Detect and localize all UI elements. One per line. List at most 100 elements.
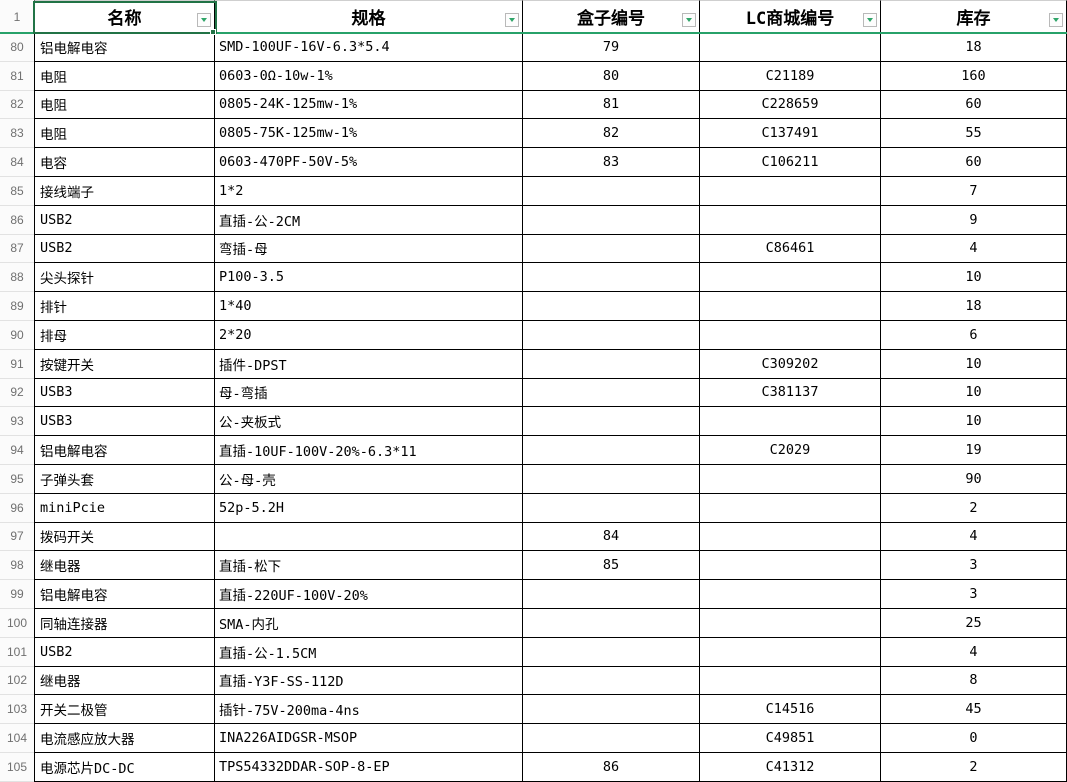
cell-box[interactable]	[523, 493, 700, 523]
row-number[interactable]: 94	[0, 436, 34, 465]
cell-lc[interactable]	[700, 176, 881, 206]
cell-name[interactable]: USB2	[34, 234, 215, 264]
row-number[interactable]: 105	[0, 752, 34, 782]
cell-spec[interactable]: 直插-公-1.5CM	[215, 637, 523, 667]
cell-stock[interactable]: 9	[881, 205, 1067, 235]
cell-name[interactable]: 电容	[34, 148, 215, 177]
cell-spec[interactable]: 插针-75V-200ma-4ns	[215, 695, 523, 725]
filter-button-name[interactable]	[197, 13, 211, 27]
cell-box[interactable]	[523, 724, 700, 753]
cell-box[interactable]	[523, 234, 700, 264]
row-number[interactable]: 90	[0, 320, 34, 350]
row-number[interactable]: 91	[0, 349, 34, 379]
row-header-1[interactable]: 1	[0, 0, 34, 33]
cell-stock[interactable]: 6	[881, 320, 1067, 350]
cell-stock[interactable]: 4	[881, 522, 1067, 552]
cell-name[interactable]: USB2	[34, 637, 215, 667]
cell-stock[interactable]: 60	[881, 148, 1067, 177]
cell-stock[interactable]: 45	[881, 695, 1067, 725]
row-number[interactable]: 82	[0, 90, 34, 120]
cell-box[interactable]	[523, 608, 700, 638]
cell-spec[interactable]: 1*2	[215, 176, 523, 206]
cell-name[interactable]: 按键开关	[34, 349, 215, 379]
cell-spec[interactable]: 公-母-壳	[215, 464, 523, 494]
cell-lc[interactable]: C381137	[700, 378, 881, 408]
cell-name[interactable]: 尖头探针	[34, 263, 215, 293]
cell-name[interactable]: 铝电解电容	[34, 580, 215, 609]
cell-lc[interactable]: C86461	[700, 234, 881, 264]
cell-spec[interactable]	[215, 522, 523, 552]
cell-lc[interactable]	[700, 551, 881, 581]
cell-stock[interactable]: 7	[881, 176, 1067, 206]
cell-spec[interactable]: 52p-5.2H	[215, 493, 523, 523]
cell-stock[interactable]: 2	[881, 493, 1067, 523]
row-number[interactable]: 99	[0, 580, 34, 609]
cell-box[interactable]	[523, 436, 700, 465]
cell-box[interactable]	[523, 666, 700, 696]
cell-name[interactable]: 开关二极管	[34, 695, 215, 725]
cell-stock[interactable]: 3	[881, 580, 1067, 609]
row-number[interactable]: 100	[0, 608, 34, 638]
cell-spec[interactable]: INA226AIDGSR-MSOP	[215, 724, 523, 753]
cell-lc[interactable]	[700, 666, 881, 696]
row-number[interactable]: 80	[0, 33, 34, 62]
cell-name[interactable]: USB3	[34, 378, 215, 408]
cell-lc[interactable]	[700, 493, 881, 523]
cell-spec[interactable]: 直插-220UF-100V-20%	[215, 580, 523, 609]
cell-lc[interactable]	[700, 580, 881, 609]
cell-name[interactable]: 子弹头套	[34, 464, 215, 494]
cell-name[interactable]: 拨码开关	[34, 522, 215, 552]
cell-stock[interactable]: 10	[881, 407, 1067, 437]
cell-stock[interactable]: 19	[881, 436, 1067, 465]
cell-stock[interactable]: 160	[881, 61, 1067, 91]
row-number[interactable]: 86	[0, 205, 34, 235]
cell-stock[interactable]: 2	[881, 752, 1067, 782]
cell-stock[interactable]: 10	[881, 349, 1067, 379]
row-number[interactable]: 92	[0, 378, 34, 408]
cell-name[interactable]: 电源芯片DC-DC	[34, 752, 215, 782]
cell-stock[interactable]: 55	[881, 119, 1067, 149]
filter-button-box[interactable]	[682, 13, 696, 27]
cell-stock[interactable]: 4	[881, 234, 1067, 264]
row-number[interactable]: 104	[0, 724, 34, 753]
cell-spec[interactable]: 公-夹板式	[215, 407, 523, 437]
column-header-box[interactable]: 盒子编号	[523, 0, 700, 33]
cell-box[interactable]	[523, 580, 700, 609]
cell-box[interactable]: 79	[523, 33, 700, 62]
cell-name[interactable]: 电阻	[34, 90, 215, 120]
filter-button-spec[interactable]	[505, 13, 519, 27]
cell-spec[interactable]: SMD-100UF-16V-6.3*5.4	[215, 33, 523, 62]
cell-stock[interactable]: 10	[881, 263, 1067, 293]
cell-spec[interactable]: 0805-24K-125mw-1%	[215, 90, 523, 120]
column-header-spec[interactable]: 规格	[215, 0, 523, 33]
cell-lc[interactable]: C41312	[700, 752, 881, 782]
cell-stock[interactable]: 90	[881, 464, 1067, 494]
cell-spec[interactable]: TPS54332DDAR-SOP-8-EP	[215, 752, 523, 782]
cell-spec[interactable]: 直插-公-2CM	[215, 205, 523, 235]
cell-box[interactable]: 81	[523, 90, 700, 120]
cell-stock[interactable]: 10	[881, 378, 1067, 408]
cell-lc[interactable]: C228659	[700, 90, 881, 120]
cell-lc[interactable]: C137491	[700, 119, 881, 149]
column-header-name[interactable]: 名称	[34, 0, 215, 33]
cell-lc[interactable]	[700, 608, 881, 638]
cell-box[interactable]	[523, 320, 700, 350]
cell-lc[interactable]: C49851	[700, 724, 881, 753]
cell-stock[interactable]: 18	[881, 292, 1067, 321]
cell-name[interactable]: USB3	[34, 407, 215, 437]
cell-box[interactable]	[523, 205, 700, 235]
cell-name[interactable]: 继电器	[34, 551, 215, 581]
cell-stock[interactable]: 18	[881, 33, 1067, 62]
row-number[interactable]: 93	[0, 407, 34, 437]
cell-lc[interactable]	[700, 263, 881, 293]
cell-lc[interactable]	[700, 522, 881, 552]
cell-box[interactable]	[523, 464, 700, 494]
row-number[interactable]: 88	[0, 263, 34, 293]
cell-spec[interactable]: 直插-松下	[215, 551, 523, 581]
filter-button-lc[interactable]	[863, 13, 877, 27]
cell-lc[interactable]: C2029	[700, 436, 881, 465]
cell-box[interactable]	[523, 349, 700, 379]
cell-box[interactable]: 83	[523, 148, 700, 177]
cell-spec[interactable]: P100-3.5	[215, 263, 523, 293]
cell-name[interactable]: 同轴连接器	[34, 608, 215, 638]
